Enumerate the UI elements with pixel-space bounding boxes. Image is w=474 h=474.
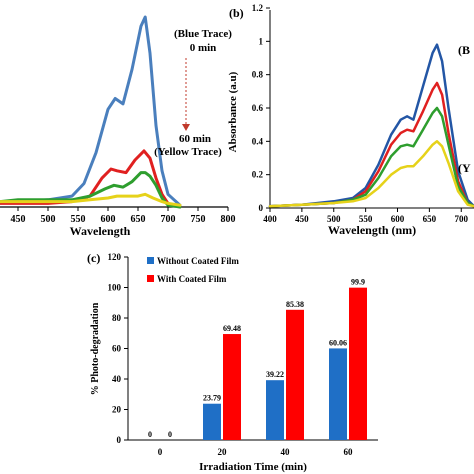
panel-b-y-tick-label: 1.2 xyxy=(252,3,264,13)
panel-b-x-tick-label: 450 xyxy=(295,214,309,224)
panel-b-series-line-2 xyxy=(268,106,474,208)
panel-a: 450 500 550 600 650 700 750 800 Wavelength (Blu… xyxy=(0,15,236,238)
annotation-60-min: 60 min xyxy=(179,133,211,145)
bar-value-label: 69.48 xyxy=(223,324,241,333)
legend-label-with: With Coated Film xyxy=(157,274,227,284)
panel-a-lines xyxy=(0,15,182,209)
panel-a-x-tick-label: 550 xyxy=(71,214,86,225)
bar-value-label: 39.22 xyxy=(266,370,284,379)
legend-label-without: Without Coated Film xyxy=(157,256,239,266)
panel-b-x-tick-label: 500 xyxy=(327,214,341,224)
panel-c-y-tick-label: 80 xyxy=(112,313,122,323)
panel-c-y-ticks: 0 20 40 60 80 100 120 xyxy=(108,252,128,445)
panel-b-series-line-0 xyxy=(268,43,474,208)
annotation-yellow-trace: (Yellow Trace) xyxy=(154,146,222,158)
legend-swatch-with xyxy=(147,275,154,282)
panel-b-lines xyxy=(268,43,474,208)
bar-value-label: 0 xyxy=(148,430,152,439)
panel-a-x-tick-label: 750 xyxy=(191,214,206,225)
bar-with-60 xyxy=(349,287,367,440)
bar-with-20 xyxy=(223,334,241,440)
panel-b-x-tick-label: 650 xyxy=(423,214,437,224)
panel-b-y-tick-label: 0.4 xyxy=(252,136,264,146)
panel-c-y-tick-label: 20 xyxy=(112,405,122,415)
bar-value-label: 23.79 xyxy=(203,394,221,403)
bar-without-20 xyxy=(203,403,221,440)
panel-b-y-tick-label: 0.2 xyxy=(252,170,264,180)
panel-a-x-tick-label: 650 xyxy=(131,214,146,225)
panel-b-y-tick-label: 0.8 xyxy=(252,70,264,80)
panel-b-x-ticks: 400 450 500 550 600 650 700 xyxy=(263,208,469,224)
panel-c-x-tick-label: 60 xyxy=(344,447,354,457)
panel-a-series-line-3 xyxy=(0,192,182,207)
panel-a-x-ticks: 450 500 550 600 650 700 750 800 xyxy=(11,207,236,225)
panel-b-x-tick-label: 700 xyxy=(455,214,469,224)
legend-swatch-without xyxy=(147,257,154,264)
panel-c-y-tick-label: 60 xyxy=(112,344,122,354)
panel-c-y-label: % Photo-degradation xyxy=(90,302,101,395)
panel-b-x-tick-label: 400 xyxy=(263,214,277,224)
panel-c-x-tick-label: 0 xyxy=(158,447,163,457)
panel-a-x-tick-label: 700 xyxy=(161,214,176,225)
panel-b-y-tick-label: 1 xyxy=(259,36,264,46)
bar-without-40 xyxy=(266,380,284,440)
panel-a-x-tick-label: 800 xyxy=(221,214,236,225)
panel-c-legend: Without Coated Film With Coated Film xyxy=(147,256,239,284)
panel-c-y-tick-label: 100 xyxy=(108,283,122,293)
panel-a-x-tick-label: 450 xyxy=(11,214,26,225)
panel-c-y-tick-label: 40 xyxy=(112,374,122,384)
panel-c-x-label: Irradiation Time (min) xyxy=(199,461,307,473)
panel-b-x-tick-label: 550 xyxy=(359,214,373,224)
panel-b-y-ticks: 0 0.2 0.4 0.6 0.8 1 1.2 xyxy=(252,3,270,213)
panel-b-annotation-blue: (B xyxy=(458,43,470,57)
panel-c-x-tick-label: 40 xyxy=(281,447,291,457)
panel-c-label: (c) xyxy=(87,251,100,265)
panel-c-y-tick-label: 120 xyxy=(108,252,122,262)
panel-a-series-line-2 xyxy=(0,171,182,209)
panel-c-bars: 0 23.79 39.22 60.06 0 69.48 85.38 99.9 xyxy=(148,278,367,440)
panel-b-label: (b) xyxy=(229,6,244,20)
panel-b-series-line-3 xyxy=(268,140,474,208)
panel-b-y-tick-label: 0.6 xyxy=(252,103,264,113)
panel-b-x-label: Wavelength (nm) xyxy=(328,223,416,237)
panel-a-x-tick-label: 500 xyxy=(41,214,56,225)
annotation-arrowhead xyxy=(182,124,190,131)
panel-a-x-tick-label: 600 xyxy=(101,214,116,225)
panel-b-annotation-yellow: (Y xyxy=(458,161,471,175)
panel-a-x-label: Wavelength xyxy=(70,224,131,238)
panel-c-y-tick-label: 0 xyxy=(117,435,122,445)
panel-c-x-ticks: 0 20 40 60 xyxy=(158,447,353,457)
annotation-blue-trace: (Blue Trace) xyxy=(174,28,232,40)
bar-value-label: 0 xyxy=(168,430,172,439)
panel-c: (c) 0 20 40 60 80 100 120 0 20 40 60 0 23.79 39.22 6… xyxy=(87,251,378,473)
panel-a-series-line-0 xyxy=(0,15,182,207)
annotation-0-min: 0 min xyxy=(190,42,217,54)
bar-value-label: 99.9 xyxy=(351,278,365,287)
panel-b-y-label: Absorbance (a.u) xyxy=(227,71,239,152)
panel-c-x-tick-label: 20 xyxy=(218,447,228,457)
panel-b-y-tick-label: 0 xyxy=(259,203,264,213)
bar-value-label: 85.38 xyxy=(286,300,304,309)
bar-without-60 xyxy=(329,348,347,440)
panel-b-x-tick-label: 600 xyxy=(391,214,405,224)
panel-b: (b) 0 0.2 0.4 0.6 0.8 1 1.2 400 450 500 550 600 650… xyxy=(227,3,474,237)
bar-with-40 xyxy=(286,309,304,440)
bar-value-label: 60.06 xyxy=(329,338,347,347)
